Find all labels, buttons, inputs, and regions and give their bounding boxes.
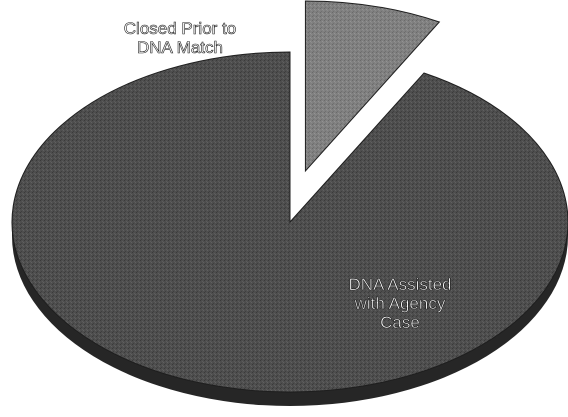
slice-label-line: Case — [380, 313, 420, 332]
slice-label-line: Closed Prior to — [124, 19, 236, 38]
slice-label-line: DNA Match — [137, 38, 223, 57]
pie-slice-2 — [12, 52, 568, 392]
slice-label-line: DNA Assisted — [349, 275, 452, 294]
slice-label-line: with Agency — [354, 294, 446, 313]
slice-label-1: Closed Prior to DNA Match — [124, 19, 236, 57]
